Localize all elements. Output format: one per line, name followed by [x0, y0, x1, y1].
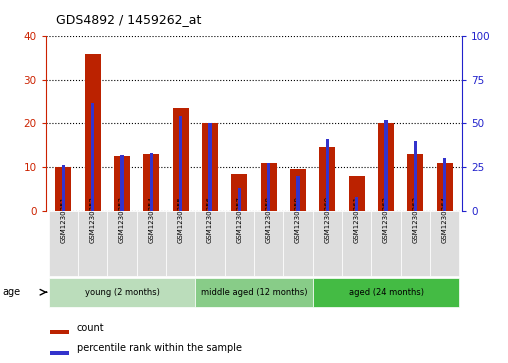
Bar — [120, 155, 124, 211]
FancyBboxPatch shape — [371, 211, 401, 276]
FancyBboxPatch shape — [196, 277, 312, 307]
Text: count: count — [77, 323, 105, 333]
Text: GSM1230358: GSM1230358 — [266, 196, 272, 243]
Text: aged (24 months): aged (24 months) — [348, 288, 424, 297]
Text: GSM1230364: GSM1230364 — [441, 196, 448, 243]
Text: young (2 months): young (2 months) — [84, 288, 160, 297]
Text: GSM1230357: GSM1230357 — [236, 196, 242, 243]
Bar — [85, 54, 101, 211]
Bar — [61, 165, 65, 211]
Bar — [436, 163, 453, 211]
FancyBboxPatch shape — [166, 211, 196, 276]
Bar — [114, 156, 130, 211]
Text: age: age — [3, 287, 21, 297]
FancyBboxPatch shape — [78, 211, 107, 276]
Bar — [296, 176, 300, 211]
Text: middle aged (12 months): middle aged (12 months) — [201, 288, 307, 297]
FancyBboxPatch shape — [49, 211, 78, 276]
Text: GSM1230352: GSM1230352 — [89, 196, 96, 243]
FancyBboxPatch shape — [107, 211, 137, 276]
Bar — [378, 123, 394, 211]
FancyBboxPatch shape — [430, 211, 459, 276]
Bar — [267, 163, 270, 211]
FancyBboxPatch shape — [196, 211, 225, 276]
FancyBboxPatch shape — [401, 211, 430, 276]
Text: GDS4892 / 1459262_at: GDS4892 / 1459262_at — [56, 13, 201, 26]
Bar — [326, 139, 329, 211]
Bar — [238, 188, 241, 211]
Bar — [208, 123, 212, 211]
Bar — [231, 174, 247, 211]
Text: GSM1230359: GSM1230359 — [295, 196, 301, 243]
Bar — [443, 158, 447, 211]
FancyBboxPatch shape — [283, 211, 312, 276]
Bar — [202, 123, 218, 211]
Text: GSM1230355: GSM1230355 — [178, 196, 184, 243]
Bar — [414, 141, 417, 211]
FancyBboxPatch shape — [49, 277, 196, 307]
Bar — [355, 197, 359, 211]
Text: GSM1230351: GSM1230351 — [60, 196, 67, 243]
Bar — [173, 108, 189, 211]
Text: GSM1230360: GSM1230360 — [324, 196, 330, 243]
Bar — [149, 153, 153, 211]
FancyBboxPatch shape — [137, 211, 166, 276]
Bar — [91, 102, 94, 211]
Text: GSM1230354: GSM1230354 — [148, 196, 154, 243]
Bar — [50, 330, 69, 334]
Text: GSM1230356: GSM1230356 — [207, 196, 213, 243]
Bar — [384, 120, 388, 211]
Bar — [55, 167, 72, 211]
FancyBboxPatch shape — [225, 211, 254, 276]
Bar — [261, 163, 277, 211]
Text: percentile rank within the sample: percentile rank within the sample — [77, 343, 242, 354]
Bar — [290, 169, 306, 211]
Text: GSM1230361: GSM1230361 — [354, 196, 360, 243]
Bar — [179, 117, 182, 211]
FancyBboxPatch shape — [312, 277, 459, 307]
Text: GSM1230362: GSM1230362 — [383, 196, 389, 243]
Text: GSM1230353: GSM1230353 — [119, 196, 125, 243]
Bar — [319, 147, 335, 211]
Bar — [348, 176, 365, 211]
FancyBboxPatch shape — [254, 211, 283, 276]
Bar — [407, 154, 423, 211]
Text: GSM1230363: GSM1230363 — [412, 196, 419, 243]
Bar — [143, 154, 160, 211]
FancyBboxPatch shape — [342, 211, 371, 276]
FancyBboxPatch shape — [312, 211, 342, 276]
Bar — [50, 351, 69, 355]
